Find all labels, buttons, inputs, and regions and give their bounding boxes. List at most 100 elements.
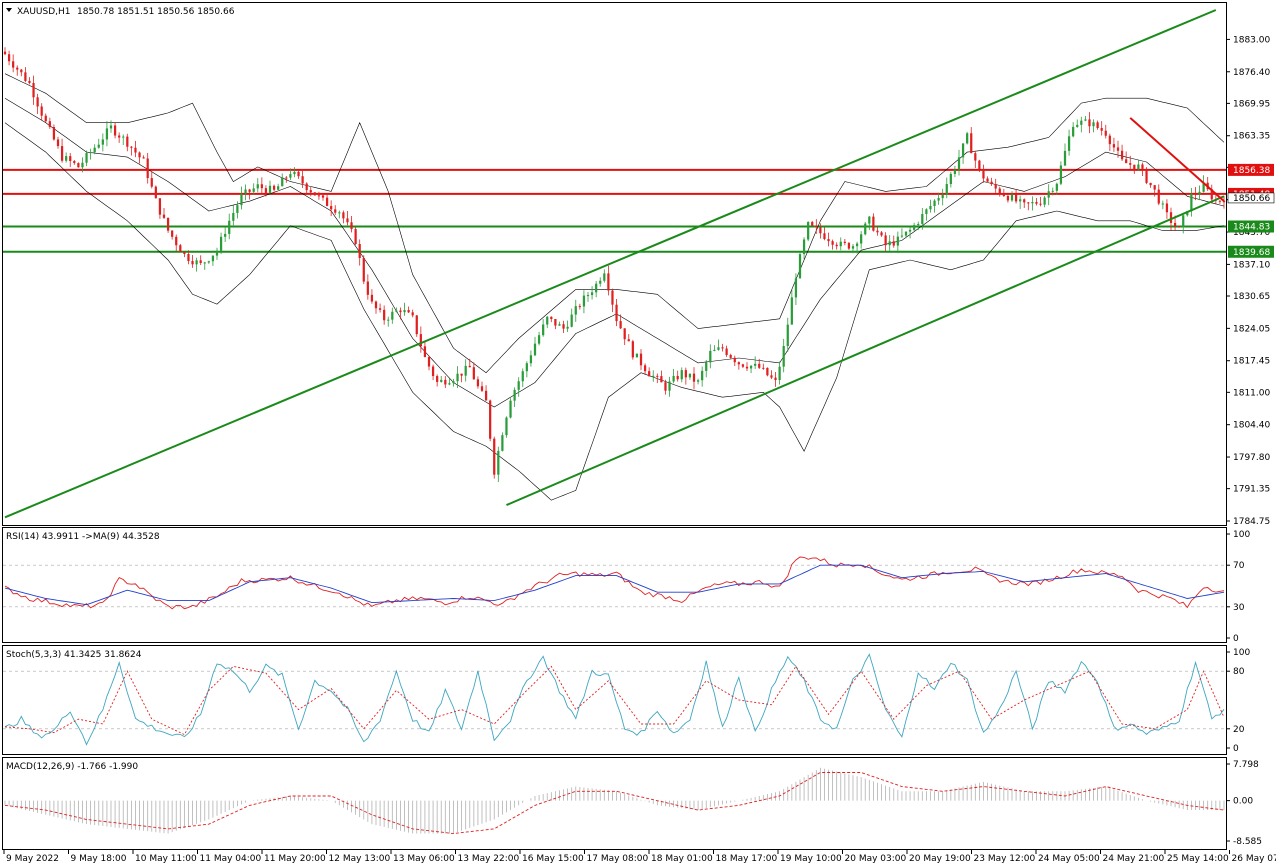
candle-body xyxy=(374,301,378,309)
candle-body xyxy=(391,311,394,320)
triangle-down-icon[interactable] xyxy=(6,8,12,12)
candle-body xyxy=(925,209,928,215)
candle-body xyxy=(917,223,920,226)
candle-body xyxy=(489,400,492,439)
candle-body xyxy=(154,186,157,199)
bollinger-upper-band xyxy=(4,73,1225,374)
candle-body xyxy=(134,147,137,153)
candle-body xyxy=(546,316,549,325)
candle-body xyxy=(150,178,153,187)
candle-body xyxy=(566,326,569,329)
macd-panel[interactable]: 7.798 0.00 -8.585 MACD(12,26,9) -1.766 -1.… xyxy=(2,757,1263,850)
time-tick-label: 13 May 06:00 xyxy=(393,854,455,864)
current-price-badge xyxy=(1227,192,1275,204)
candle-body xyxy=(558,324,561,326)
candle-body xyxy=(1182,215,1185,228)
candle-body xyxy=(476,379,480,387)
chart-header: XAUUSD,H1 1850.78 1851.51 1850.56 1850.6… xyxy=(6,7,235,17)
stoch-panel-frame xyxy=(2,645,1227,755)
candle-body xyxy=(782,345,785,367)
candle-body xyxy=(982,169,985,179)
tick-label: 100 xyxy=(1233,530,1250,540)
candle-body xyxy=(880,232,883,236)
macd-plot: 7.798 0.00 -8.585 xyxy=(4,760,1262,847)
candle-body xyxy=(65,156,68,161)
candle-body xyxy=(835,244,838,247)
rsi-panel[interactable]: 100 70 30 0 RSI(14) 43.9911 ->MA(9) 44.3528 xyxy=(2,527,1251,645)
candle-body xyxy=(729,354,732,358)
candle-body xyxy=(839,241,842,247)
candle-body xyxy=(378,308,382,310)
candle-body xyxy=(1019,199,1022,202)
price-tick-label: 1843.70 xyxy=(1233,228,1270,238)
price-panel[interactable]: 1883.001876.401869.951863.351856.901850.… xyxy=(2,2,1275,528)
tick-label: 7.798 xyxy=(1233,760,1259,770)
candle-body xyxy=(876,230,879,233)
candle-body xyxy=(900,235,904,237)
level-badge-text: 1844.83 xyxy=(1233,223,1270,233)
stochastic-panel[interactable]: 100 80 20 0 Stoch(5,3,3) 41.3425 31.8624 xyxy=(2,645,1251,755)
candle-body xyxy=(1129,163,1132,165)
candle-body xyxy=(802,239,806,255)
candle-body xyxy=(289,174,292,178)
candle-body xyxy=(851,246,855,249)
time-tick-label: 11 May 20:00 xyxy=(264,854,326,864)
candle-body xyxy=(1100,128,1103,131)
tick-label: 0 xyxy=(1233,744,1239,754)
candle-body xyxy=(472,367,475,380)
price-tick-label: 1869.95 xyxy=(1233,99,1270,109)
candle-body xyxy=(1116,147,1120,151)
candle-body xyxy=(179,245,182,253)
candle-body xyxy=(652,375,655,377)
candle-body xyxy=(831,241,834,245)
candle-body xyxy=(44,115,47,122)
macd-title: MACD(12,26,9) -1.766 -1.990 xyxy=(6,762,138,772)
candle-body xyxy=(56,139,60,147)
candle-body xyxy=(1125,159,1128,164)
trend-lines[interactable] xyxy=(4,9,1225,519)
candle-body xyxy=(244,189,247,194)
candle-body xyxy=(199,260,202,263)
candle-body xyxy=(452,381,455,384)
time-tick-label: 26 May 07:00 xyxy=(1232,854,1276,864)
candle-body xyxy=(1047,191,1050,198)
candle-body xyxy=(1112,144,1116,148)
candle-body xyxy=(1084,119,1087,121)
candle-body xyxy=(309,190,312,193)
candle-body xyxy=(183,252,186,254)
candle-body xyxy=(1006,195,1010,201)
candle-body xyxy=(1031,202,1034,204)
candle-body xyxy=(203,262,206,264)
candle-body xyxy=(1202,182,1205,192)
candle-body xyxy=(570,314,573,327)
candle-body xyxy=(717,347,720,350)
candle-body xyxy=(578,306,581,308)
candle-body xyxy=(334,209,337,213)
candle-body xyxy=(1198,191,1201,195)
candle-body xyxy=(1035,202,1038,204)
tick-label: 20 xyxy=(1233,725,1245,735)
candle-body xyxy=(36,97,39,107)
level-badge-1839.68 xyxy=(1228,245,1274,258)
candle-body xyxy=(293,171,296,175)
candle-body xyxy=(399,310,402,313)
candle-body xyxy=(395,310,398,312)
bollinger-middle-band xyxy=(4,97,1225,408)
candle-body xyxy=(175,236,178,246)
candle-body xyxy=(105,128,109,140)
time-tick-label: 11 May 04:00 xyxy=(200,854,262,864)
candle-body xyxy=(668,381,671,391)
candle-body xyxy=(733,357,736,363)
candle-body xyxy=(908,229,912,232)
candle-body xyxy=(786,324,789,346)
candle-body xyxy=(301,176,304,184)
candle-body xyxy=(623,328,626,340)
price-tick-label: 1883.00 xyxy=(1233,35,1270,45)
time-tick-label: 25 May 14:00 xyxy=(1167,854,1229,864)
candle-body xyxy=(411,312,414,316)
candle-body xyxy=(525,363,528,372)
rsi-panel-frame xyxy=(2,527,1227,643)
candle-body xyxy=(990,181,993,185)
